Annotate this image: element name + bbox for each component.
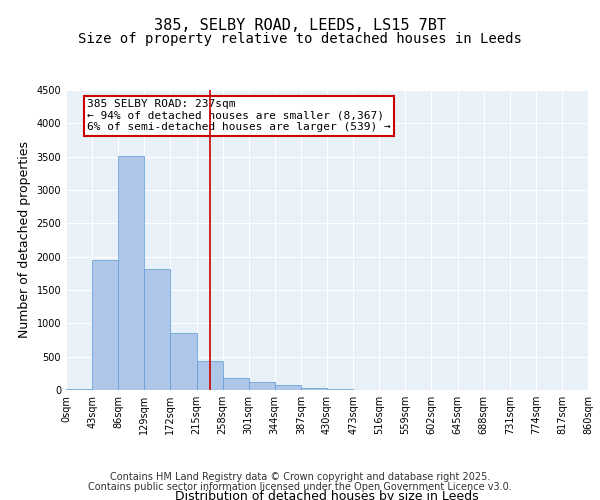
Bar — [275, 386, 301, 390]
Bar — [66, 388, 92, 390]
Bar — [197, 362, 223, 390]
Text: 385, SELBY ROAD, LEEDS, LS15 7BT: 385, SELBY ROAD, LEEDS, LS15 7BT — [154, 18, 446, 32]
Bar — [145, 268, 170, 390]
Bar — [249, 382, 275, 390]
X-axis label: Distribution of detached houses by size in Leeds: Distribution of detached houses by size … — [175, 490, 479, 500]
Text: 385 SELBY ROAD: 237sqm
← 94% of detached houses are smaller (8,367)
6% of semi-d: 385 SELBY ROAD: 237sqm ← 94% of detached… — [87, 99, 391, 132]
Bar — [170, 332, 197, 390]
Y-axis label: Number of detached properties: Number of detached properties — [18, 142, 31, 338]
Text: Size of property relative to detached houses in Leeds: Size of property relative to detached ho… — [78, 32, 522, 46]
Bar — [118, 156, 145, 390]
Text: Contains public sector information licensed under the Open Government Licence v3: Contains public sector information licen… — [88, 482, 512, 492]
Bar — [92, 260, 118, 390]
Bar — [223, 378, 249, 390]
Bar — [301, 388, 327, 390]
Text: Contains HM Land Registry data © Crown copyright and database right 2025.: Contains HM Land Registry data © Crown c… — [110, 472, 490, 482]
